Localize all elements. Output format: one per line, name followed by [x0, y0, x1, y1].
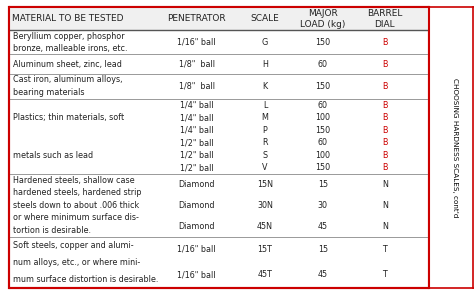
Text: CHOOSING HARDNESS SCALES, cont'd: CHOOSING HARDNESS SCALES, cont'd: [452, 78, 457, 217]
Text: bearing materials: bearing materials: [13, 88, 84, 97]
Text: SCALE: SCALE: [251, 14, 279, 23]
Text: 15N: 15N: [257, 180, 273, 189]
Text: 100: 100: [315, 151, 330, 160]
Text: Diamond: Diamond: [178, 180, 215, 189]
Text: B: B: [382, 113, 388, 122]
Text: B: B: [382, 151, 388, 160]
Text: 1/2" ball: 1/2" ball: [180, 151, 213, 160]
Text: 30: 30: [318, 201, 328, 210]
Text: 45: 45: [318, 222, 328, 231]
Text: B: B: [382, 82, 388, 91]
Text: 45T: 45T: [257, 270, 273, 279]
Text: B: B: [382, 101, 388, 110]
Text: hardened steels, hardened strip: hardened steels, hardened strip: [13, 188, 141, 197]
Text: 15: 15: [318, 245, 328, 254]
Text: B: B: [382, 126, 388, 135]
Text: 1/4" ball: 1/4" ball: [180, 101, 213, 110]
Text: metals such as lead: metals such as lead: [13, 151, 93, 160]
Text: BARREL
DIAL: BARREL DIAL: [367, 9, 402, 29]
Text: 45N: 45N: [257, 222, 273, 231]
Text: 1/16" ball: 1/16" ball: [177, 38, 216, 47]
Text: B: B: [382, 138, 388, 147]
Text: R: R: [262, 138, 268, 147]
Text: G: G: [262, 38, 268, 47]
Text: T: T: [383, 270, 387, 279]
Text: 1/16" ball: 1/16" ball: [177, 270, 216, 279]
Text: N: N: [382, 222, 388, 231]
Text: B: B: [382, 38, 388, 47]
Text: Soft steels, copper and alumi-: Soft steels, copper and alumi-: [13, 241, 133, 250]
Text: Cast iron, aluminum alloys,: Cast iron, aluminum alloys,: [13, 75, 122, 84]
Text: 1/16" ball: 1/16" ball: [177, 245, 216, 254]
Bar: [9, 7, 429, 30]
Text: Diamond: Diamond: [178, 201, 215, 210]
Bar: [430, 7, 474, 288]
Text: 1/4" ball: 1/4" ball: [180, 126, 213, 135]
Text: B: B: [382, 60, 388, 69]
Text: 60: 60: [318, 60, 328, 69]
Text: 30N: 30N: [257, 201, 273, 210]
Text: 60: 60: [318, 101, 328, 110]
Text: 1/2" ball: 1/2" ball: [180, 164, 213, 173]
Text: tortion is desirable.: tortion is desirable.: [13, 226, 91, 235]
Text: M: M: [262, 113, 268, 122]
Text: 15: 15: [318, 180, 328, 189]
Text: K: K: [263, 82, 267, 91]
Text: bronze, malleable irons, etc.: bronze, malleable irons, etc.: [13, 44, 128, 53]
Text: or where minimum surface dis-: or where minimum surface dis-: [13, 213, 139, 223]
Text: Plastics; thin materials, soft: Plastics; thin materials, soft: [13, 113, 124, 122]
Text: Aluminum sheet, zinc, lead: Aluminum sheet, zinc, lead: [13, 60, 122, 69]
Text: 15T: 15T: [257, 245, 273, 254]
Text: 45: 45: [318, 270, 328, 279]
Text: Diamond: Diamond: [178, 222, 215, 231]
Text: PENETRATOR: PENETRATOR: [167, 14, 226, 23]
Text: 1/4" ball: 1/4" ball: [180, 113, 213, 122]
Text: Beryllium copper, phosphor: Beryllium copper, phosphor: [13, 32, 124, 41]
Text: N: N: [382, 201, 388, 210]
Text: 150: 150: [315, 126, 330, 135]
Text: MAJOR
LOAD (kg): MAJOR LOAD (kg): [300, 9, 346, 29]
Text: V: V: [262, 164, 268, 173]
Text: 60: 60: [318, 138, 328, 147]
Text: N: N: [382, 180, 388, 189]
Text: P: P: [263, 126, 267, 135]
Text: 150: 150: [315, 38, 330, 47]
Text: 150: 150: [315, 82, 330, 91]
Text: T: T: [383, 245, 387, 254]
Text: num alloys, etc., or where mini-: num alloys, etc., or where mini-: [13, 258, 140, 267]
Text: 1/8"  ball: 1/8" ball: [179, 60, 215, 69]
Text: MATERIAL TO BE TESTED: MATERIAL TO BE TESTED: [12, 14, 124, 23]
Text: 100: 100: [315, 113, 330, 122]
Text: steels down to about .006 thick: steels down to about .006 thick: [13, 201, 139, 210]
Text: S: S: [263, 151, 267, 160]
Text: H: H: [262, 60, 268, 69]
Text: 1/2" ball: 1/2" ball: [180, 138, 213, 147]
Text: B: B: [382, 164, 388, 173]
Bar: [9, 7, 429, 288]
Text: 1/8"  ball: 1/8" ball: [179, 82, 215, 91]
Text: L: L: [263, 101, 267, 110]
Text: 150: 150: [315, 164, 330, 173]
Text: Hardened steels, shallow case: Hardened steels, shallow case: [13, 176, 135, 185]
Text: mum surface distortion is desirable.: mum surface distortion is desirable.: [13, 274, 158, 284]
